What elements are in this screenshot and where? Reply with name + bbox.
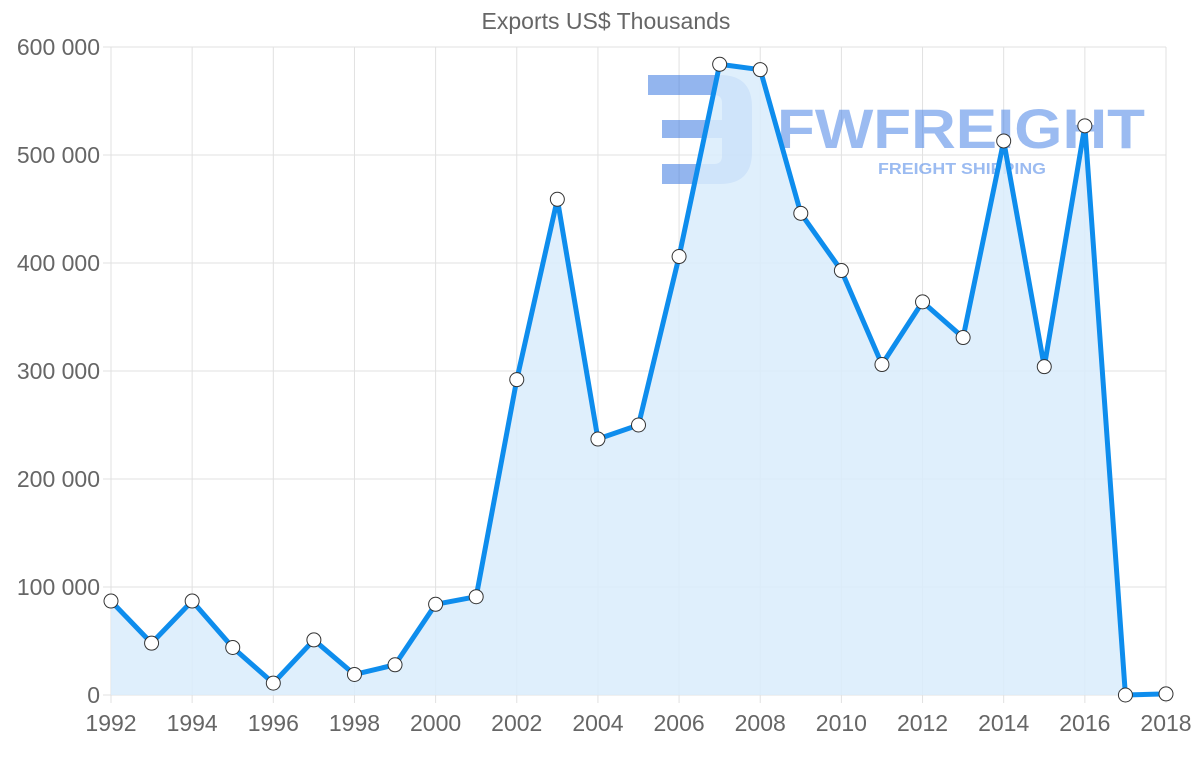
x-tick-label: 2008 xyxy=(735,710,786,736)
data-points xyxy=(103,56,1174,703)
data-point[interactable] xyxy=(955,330,971,346)
data-point[interactable] xyxy=(306,632,322,648)
y-tick-label: 200 000 xyxy=(17,466,100,492)
x-tick-label: 2002 xyxy=(491,710,542,736)
x-tick-label: 1992 xyxy=(85,710,136,736)
data-point[interactable] xyxy=(793,205,809,221)
data-point[interactable] xyxy=(833,263,849,279)
data-point[interactable] xyxy=(428,596,444,612)
y-axis-ticks: 0 100 000 200 000 300 000 400 000 500 000 600 … xyxy=(17,34,100,708)
data-point[interactable] xyxy=(346,666,362,682)
y-tick-label: 600 000 xyxy=(17,34,100,60)
x-tick-label: 2014 xyxy=(978,710,1029,736)
x-tick-label: 2000 xyxy=(410,710,461,736)
data-point[interactable] xyxy=(265,675,281,691)
data-point[interactable] xyxy=(915,294,931,310)
data-point[interactable] xyxy=(671,249,687,265)
data-point[interactable] xyxy=(509,372,525,388)
data-point[interactable] xyxy=(1036,359,1052,375)
x-tick-label: 2018 xyxy=(1140,710,1191,736)
x-tick-label: 1994 xyxy=(167,710,218,736)
data-point[interactable] xyxy=(874,357,890,373)
x-tick-label: 2004 xyxy=(572,710,623,736)
data-point[interactable] xyxy=(1077,118,1093,134)
data-point[interactable] xyxy=(590,431,606,447)
data-point[interactable] xyxy=(184,593,200,609)
data-point[interactable] xyxy=(1158,686,1174,702)
data-point[interactable] xyxy=(712,56,728,72)
x-tick-label: 2010 xyxy=(816,710,867,736)
data-point[interactable] xyxy=(549,191,565,207)
data-point[interactable] xyxy=(996,133,1012,149)
x-tick-label: 1998 xyxy=(329,710,380,736)
x-axis-ticks: 1992 1994 1996 1998 2000 2002 2004 2006 2008 2010… xyxy=(85,710,1191,736)
y-tick-label: 500 000 xyxy=(17,142,100,168)
data-point[interactable] xyxy=(468,589,484,605)
y-tick-label: 300 000 xyxy=(17,358,100,384)
x-tick-label: 2016 xyxy=(1059,710,1110,736)
data-point[interactable] xyxy=(225,639,241,655)
y-tick-label: 0 xyxy=(87,682,100,708)
data-point[interactable] xyxy=(103,593,119,609)
area-fill xyxy=(111,64,1166,695)
data-point[interactable] xyxy=(1117,687,1133,703)
x-tick-label: 2012 xyxy=(897,710,948,736)
data-point[interactable] xyxy=(752,62,768,78)
chart-title: Exports US$ Thousands xyxy=(482,8,731,34)
x-tick-label: 1996 xyxy=(248,710,299,736)
x-tick-label: 2006 xyxy=(653,710,704,736)
data-point[interactable] xyxy=(631,417,646,433)
data-point[interactable] xyxy=(144,635,160,651)
y-tick-label: 400 000 xyxy=(17,250,100,276)
watermark-tagline: FREIGHT SHIPPING xyxy=(878,161,1046,178)
data-point[interactable] xyxy=(387,657,403,673)
y-tick-label: 100 000 xyxy=(17,574,100,600)
